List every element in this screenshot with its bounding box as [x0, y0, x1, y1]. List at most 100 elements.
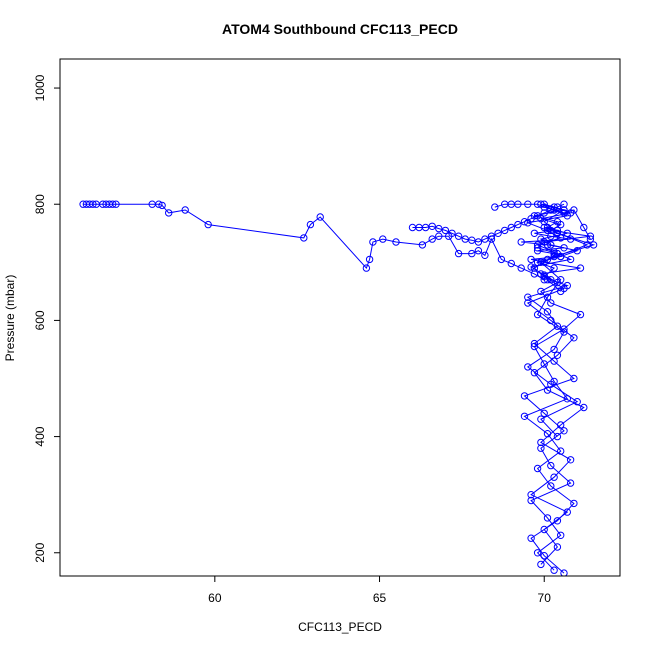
- data-point: [560, 427, 568, 435]
- data-point: [560, 325, 568, 333]
- data-point: [181, 206, 189, 214]
- data-point: [428, 222, 436, 231]
- data-point: [527, 255, 535, 264]
- data-point: [543, 255, 552, 264]
- y-tick-label: 600: [33, 310, 47, 330]
- data-point: [527, 215, 535, 223]
- data-point: [392, 238, 400, 246]
- data-point: [576, 310, 585, 319]
- y-tick-label: 200: [33, 542, 47, 562]
- data-point: [550, 252, 558, 261]
- x-tick-label: 70: [538, 591, 552, 605]
- data-point: [316, 213, 324, 221]
- data-point: [576, 264, 585, 272]
- data-point: [530, 342, 539, 351]
- data-point: [362, 264, 371, 272]
- data-point: [524, 299, 532, 307]
- data-point: [155, 200, 163, 208]
- data-point: [589, 241, 598, 249]
- data-point: [543, 293, 552, 301]
- data-point: [527, 263, 535, 271]
- y-axis: 200 400 600 800 1000: [33, 74, 60, 563]
- data-point: [566, 456, 575, 464]
- data-point: [540, 552, 548, 560]
- data-point: [497, 255, 506, 264]
- data-point: [543, 514, 552, 522]
- data-point: [537, 444, 545, 452]
- data-point: [530, 369, 539, 377]
- data-point: [306, 220, 315, 229]
- data-point: [481, 251, 489, 260]
- data-point: [520, 218, 529, 226]
- data-point: [507, 259, 515, 268]
- data-point: [533, 549, 542, 557]
- data-point: [537, 415, 545, 423]
- data-point: [494, 229, 502, 238]
- data-point: [543, 386, 552, 394]
- data-point: [570, 374, 578, 383]
- data-point: [547, 482, 555, 490]
- data-point: [553, 322, 562, 330]
- data-point: [204, 220, 212, 229]
- data-point: [553, 543, 562, 551]
- data-point: [491, 203, 499, 211]
- data-point: [557, 447, 565, 455]
- data-point: [524, 293, 532, 301]
- data-point: [524, 363, 532, 371]
- data-point: [570, 334, 578, 342]
- data-point: [557, 220, 565, 229]
- data-point: [527, 491, 535, 499]
- data-point: [530, 270, 539, 278]
- data-point: [448, 229, 456, 238]
- data-point: [557, 287, 565, 296]
- data-point: [112, 200, 120, 208]
- data-point: [533, 464, 542, 473]
- data-point: [553, 229, 562, 238]
- data-point: [517, 238, 525, 246]
- data-point: [537, 560, 545, 569]
- data-point: [540, 209, 548, 217]
- data-point: [533, 200, 542, 208]
- data-point: [533, 212, 542, 220]
- data-point: [514, 200, 522, 208]
- data-point: [540, 276, 548, 284]
- data-point: [527, 534, 535, 542]
- data-point: [441, 226, 450, 235]
- data-point: [563, 508, 571, 516]
- data-point: [547, 461, 555, 470]
- data-point: [540, 525, 548, 534]
- y-tick-label: 800: [33, 194, 47, 214]
- data-point: [547, 241, 555, 249]
- data-point: [566, 479, 575, 487]
- data-point: [520, 392, 529, 400]
- data-point: [520, 412, 529, 420]
- data-point: [514, 220, 522, 229]
- y-tick-label: 1000: [33, 74, 47, 101]
- data-point: [165, 209, 173, 217]
- data-point: [517, 264, 525, 272]
- data-point: [540, 218, 548, 226]
- data-point: [481, 235, 489, 243]
- data-point: [468, 249, 476, 258]
- data-point: [369, 238, 377, 246]
- data-point: [487, 232, 496, 240]
- data-point: [550, 345, 558, 354]
- data-point: [540, 409, 548, 417]
- data-point: [418, 241, 427, 249]
- data-point: [507, 223, 515, 232]
- data-point: [428, 235, 436, 243]
- data-point: [580, 223, 588, 232]
- data-point: [474, 247, 483, 255]
- data-point: [547, 299, 555, 307]
- x-tick-label: 65: [373, 591, 387, 605]
- data-point: [543, 430, 552, 438]
- data-point: [468, 236, 476, 244]
- data-point: [550, 566, 558, 574]
- data-point: [524, 200, 532, 208]
- data-point: [89, 200, 97, 208]
- data-point: [573, 398, 581, 406]
- data-point: [586, 232, 595, 240]
- data-point: [560, 200, 568, 208]
- x-axis-label: CFC113_PECD: [298, 620, 382, 634]
- x-axis: 60 65 70: [208, 576, 551, 605]
